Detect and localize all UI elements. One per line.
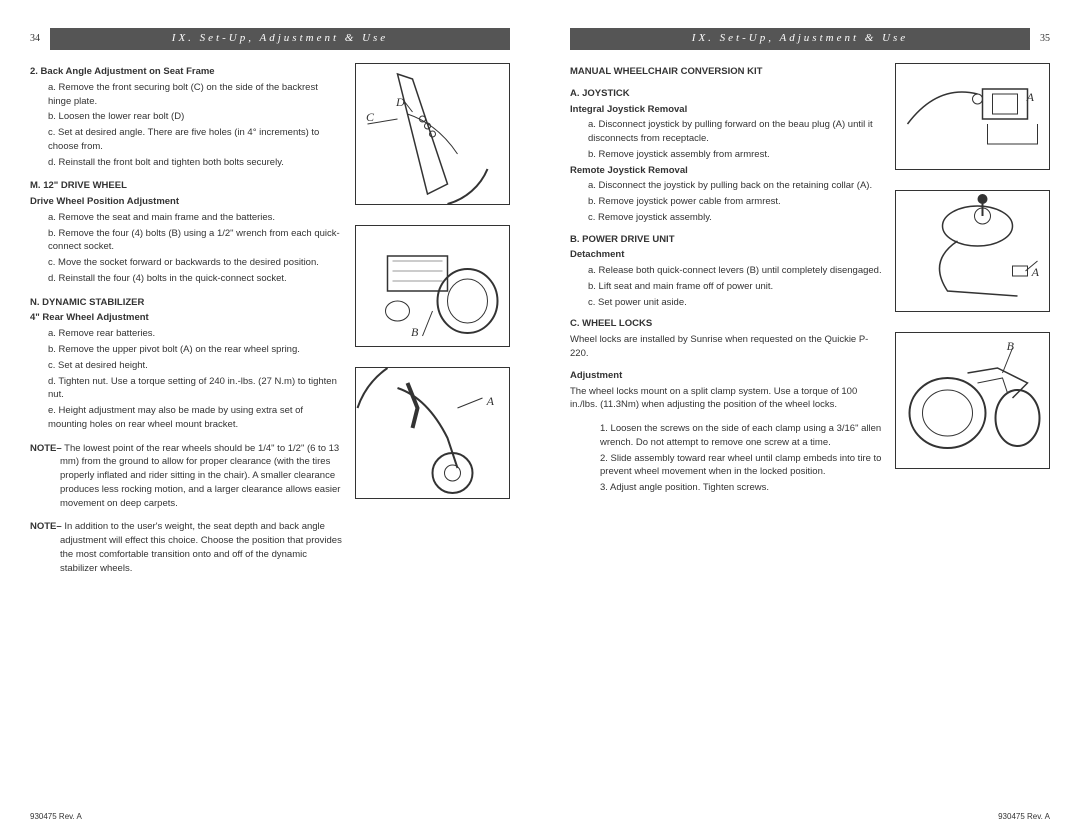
step: d. Reinstall the front bolt and tighten … xyxy=(30,156,343,170)
text-column: 2. Back Angle Adjustment on Seat Frame a… xyxy=(30,63,343,578)
heading-n2: 4" Rear Wheel Adjustment xyxy=(30,311,343,325)
note-label: NOTE– xyxy=(30,521,62,532)
footer-left: 930475 Rev. A xyxy=(30,811,82,822)
step: d. Tighten nut. Use a torque setting of … xyxy=(30,375,343,403)
step: b. Remove the four (4) bolts (B) using a… xyxy=(30,227,343,255)
note-1: NOTE– The lowest point of the rear wheel… xyxy=(30,442,343,511)
step: c. Move the socket forward or backwards … xyxy=(30,256,343,270)
step: a. Remove rear batteries. xyxy=(30,327,343,341)
heading-a2: Integral Joystick Removal xyxy=(570,103,883,117)
heading-c2: Adjustment xyxy=(570,369,883,383)
figure-joystick-integral: A xyxy=(895,63,1050,170)
callout-a: A xyxy=(1032,264,1039,281)
step: a. Remove the front securing bolt (C) on… xyxy=(30,81,343,109)
step: 2. Slide assembly toward rear wheel unti… xyxy=(570,452,883,480)
note-text: The lowest point of the rear wheels shou… xyxy=(60,443,340,509)
section-title: IX. Set-Up, Adjustment & Use xyxy=(570,28,1030,49)
figure-joystick-remote: A xyxy=(895,190,1050,312)
callout-c: C xyxy=(366,109,374,126)
step: d. Reinstall the four (4) bolts in the q… xyxy=(30,272,343,286)
note-text: In addition to the user's weight, the se… xyxy=(60,521,342,573)
page-left: 34 IX. Set-Up, Adjustment & Use 2. Back … xyxy=(0,0,540,834)
step: b. Remove joystick power cable from armr… xyxy=(570,195,883,209)
heading-2: 2. Back Angle Adjustment on Seat Frame xyxy=(30,65,343,79)
heading-n: N. DYNAMIC STABILIZER xyxy=(30,296,343,310)
header-right: IX. Set-Up, Adjustment & Use 35 xyxy=(570,30,1050,48)
text-column: MANUAL WHEELCHAIR CONVERSION KIT A. JOYS… xyxy=(570,63,883,497)
figure-stabilizer: A xyxy=(355,367,510,499)
step: b. Remove joystick assembly from armrest… xyxy=(570,148,883,162)
step: c. Set power unit aside. xyxy=(570,296,883,310)
content-right: MANUAL WHEELCHAIR CONVERSION KIT A. JOYS… xyxy=(570,63,1050,497)
figure-column: C D B xyxy=(355,63,510,578)
section-title: IX. Set-Up, Adjustment & Use xyxy=(50,28,510,49)
remote-joystick-diagram-icon xyxy=(896,191,1049,311)
callout-a: A xyxy=(1027,89,1034,106)
joystick-diagram-icon xyxy=(896,64,1049,169)
header-left: 34 IX. Set-Up, Adjustment & Use xyxy=(30,30,510,48)
figure-power-unit: B xyxy=(895,332,1050,469)
figure-drive-wheel: B xyxy=(355,225,510,347)
callout-b: B xyxy=(411,324,418,341)
figure-backrest: C D xyxy=(355,63,510,205)
paragraph: The wheel locks mount on a split clamp s… xyxy=(570,385,883,413)
note-2: NOTE– In addition to the user's weight, … xyxy=(30,520,343,575)
heading-m2: Drive Wheel Position Adjustment xyxy=(30,195,343,209)
footer-right: 930475 Rev. A xyxy=(998,811,1050,822)
step: c. Remove joystick assembly. xyxy=(570,211,883,225)
step: b. Remove the upper pivot bolt (A) on th… xyxy=(30,343,343,357)
step: b. Lift seat and main frame off of power… xyxy=(570,280,883,294)
step: c. Set at desired angle. There are five … xyxy=(30,126,343,154)
page-number: 34 xyxy=(30,32,50,46)
step: a. Disconnect joystick by pulling forwar… xyxy=(570,118,883,146)
step: e. Height adjustment may also be made by… xyxy=(30,404,343,432)
step: 1. Loosen the screws on the side of each… xyxy=(570,422,883,450)
backrest-diagram-icon xyxy=(356,64,509,204)
step: a. Disconnect the joystick by pulling ba… xyxy=(570,179,883,193)
heading-a: A. JOYSTICK xyxy=(570,87,883,101)
callout-a: A xyxy=(487,393,494,410)
step: 3. Adjust angle position. Tighten screws… xyxy=(570,481,883,495)
note-label: NOTE– xyxy=(30,443,62,454)
figure-column: A A xyxy=(895,63,1050,497)
paragraph: Wheel locks are installed by Sunrise whe… xyxy=(570,333,883,361)
heading-m: M. 12" DRIVE WHEEL xyxy=(30,179,343,193)
power-unit-diagram-icon xyxy=(896,333,1049,468)
step: c. Set at desired height. xyxy=(30,359,343,373)
step: b. Loosen the lower rear bolt (D) xyxy=(30,110,343,124)
callout-d: D xyxy=(396,94,405,111)
heading-a3: Remote Joystick Removal xyxy=(570,164,883,178)
stabilizer-diagram-icon xyxy=(356,368,509,498)
step: a. Remove the seat and main frame and th… xyxy=(30,211,343,225)
step: a. Release both quick-connect levers (B)… xyxy=(570,264,883,278)
heading-b: B. POWER DRIVE UNIT xyxy=(570,233,883,247)
callout-b: B xyxy=(1007,338,1014,355)
heading-c: C. WHEEL LOCKS xyxy=(570,317,883,331)
heading-kit: MANUAL WHEELCHAIR CONVERSION KIT xyxy=(570,65,883,79)
drive-wheel-diagram-icon xyxy=(356,226,509,346)
page-right: IX. Set-Up, Adjustment & Use 35 MANUAL W… xyxy=(540,0,1080,834)
content-left: 2. Back Angle Adjustment on Seat Frame a… xyxy=(30,63,510,578)
heading-b2: Detachment xyxy=(570,248,883,262)
page-number: 35 xyxy=(1030,32,1050,46)
